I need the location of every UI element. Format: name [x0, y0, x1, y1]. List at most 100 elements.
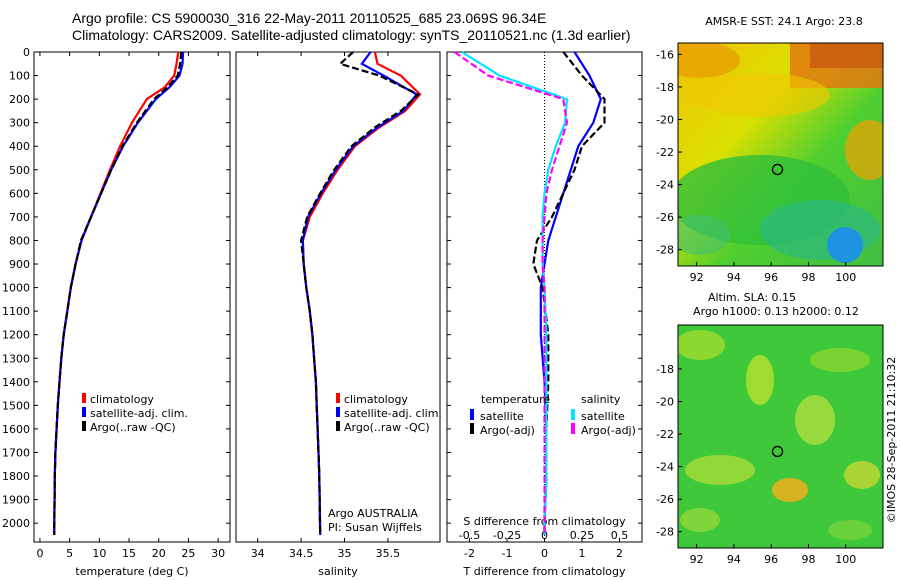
- temperature-xtick-label: 0: [36, 547, 43, 560]
- temperature-ytick-label: 300: [9, 117, 30, 130]
- difference-xtick-label: -2: [464, 547, 475, 560]
- sst-map-ytick-label: -26: [656, 211, 674, 224]
- salinity-annotation-line1: Argo AUSTRALIA: [328, 507, 418, 520]
- sst-map-xtick-label: 96: [764, 271, 778, 284]
- temperature-xtick-label: 10: [92, 547, 106, 560]
- temperature-legend-label: Argo(..raw -QC): [90, 421, 176, 434]
- temperature-ytick-label: 1600: [2, 423, 30, 436]
- temperature-ytick-label: 1700: [2, 446, 30, 459]
- difference-top-tick-label: -0.25: [493, 529, 521, 542]
- temperature-series-0: [53, 51, 180, 535]
- difference-legend-label: satellite: [581, 410, 625, 423]
- difference-legend-label: Argo(-adj): [480, 424, 535, 437]
- sst-map-xtick-label: 94: [727, 271, 741, 284]
- temperature-xlabel: temperature (deg C): [75, 565, 188, 578]
- difference-series-2: [461, 51, 569, 535]
- temperature-xtick-label: 20: [152, 547, 166, 560]
- difference-xtick-label: -1: [502, 547, 513, 560]
- temperature-xtick-label: 25: [181, 547, 195, 560]
- difference-top-tick-label: 0.25: [570, 529, 595, 542]
- salinity-xlabel: salinity: [318, 565, 358, 578]
- temperature-ytick-label: 900: [9, 258, 30, 271]
- salinity-legend-label: climatology: [344, 393, 408, 406]
- sla-map-ytick-label: -26: [656, 493, 674, 506]
- difference-xtick-label: 0: [541, 547, 548, 560]
- sla-map-xtick-label: 96: [764, 553, 778, 566]
- difference-legend-label: satellite: [480, 410, 524, 423]
- temperature-series-2: [53, 51, 183, 535]
- difference-xtick-label: 2: [616, 547, 623, 560]
- difference-series-0: [539, 51, 602, 535]
- salinity-xtick-label: 34.5: [289, 547, 314, 560]
- temperature-ytick-label: 200: [9, 93, 30, 106]
- sst-map-image: [678, 43, 883, 266]
- sst-map-ytick-label: -16: [656, 48, 674, 61]
- difference-top-tick-label: 0.5: [611, 529, 629, 542]
- temperature-ytick-label: 1800: [2, 470, 30, 483]
- salinity-legend-label: satellite-adj. clim.: [344, 407, 442, 420]
- credit-text: ©IMOS 28-Sep-2011 21:10:32: [885, 357, 898, 523]
- salinity-xtick-label: 35.5: [376, 547, 401, 560]
- temperature-ytick-label: 1200: [2, 329, 30, 342]
- sla-map-ytick-label: -28: [656, 526, 674, 539]
- difference-top-tick-label: -0.5: [459, 529, 480, 542]
- difference-xtick-label: 1: [579, 547, 586, 560]
- salinity-panel: 34 34.5 35 35.5 salinity climatologysatellite…: [235, 51, 442, 578]
- salinity-xtick-label: 35: [338, 547, 352, 560]
- salinity-series-1: [301, 51, 419, 535]
- difference-top-tick-label: 0: [541, 529, 548, 542]
- temperature-legend-label: satellite-adj. clim.: [90, 407, 188, 420]
- salinity-annotation-line2: PI: Susan Wijffels: [328, 521, 422, 534]
- sst-map-xtick-label: 98: [801, 271, 815, 284]
- sst-map-ytick-label: -18: [656, 81, 674, 94]
- sla-map-panel: 92 94 96 98 100 -18 -20 -22 -24 -26 -28 Altim. SLA:…: [656, 291, 884, 566]
- temperature-ytick-label: 1000: [2, 282, 30, 295]
- temperature-ytick-label: 500: [9, 164, 30, 177]
- sst-map-ytick-label: -22: [656, 146, 674, 159]
- temperature-ytick-label: 1900: [2, 494, 30, 507]
- temperature-xtick-label: 30: [211, 547, 225, 560]
- figure-subtitle: Climatology: CARS2009. Satellite-adjuste…: [72, 27, 631, 43]
- temperature-ytick-label: 100: [9, 70, 30, 83]
- temperature-ytick-label: 1400: [2, 376, 30, 389]
- salinity-series-2: [299, 51, 421, 535]
- sst-map-xtick-label: 92: [690, 271, 704, 284]
- temperature-ytick-label: 0: [23, 46, 30, 59]
- sla-map-xtick-label: 92: [690, 553, 704, 566]
- temperature-ytick-label: 400: [9, 140, 30, 153]
- difference-xlabel: T difference from climatology: [463, 565, 626, 578]
- sst-map-title: AMSR-E SST: 24.1 Argo: 23.8: [705, 15, 863, 28]
- sla-map-image: [678, 325, 883, 548]
- sla-map-xtick-label: 94: [727, 553, 741, 566]
- salinity-frame: [235, 51, 441, 543]
- difference-legend-label: Argo(-adj): [581, 424, 636, 437]
- temperature-ytick-label: 2000: [2, 517, 30, 530]
- temperature-ytick-label: 1500: [2, 399, 30, 412]
- temperature-frame: [33, 51, 231, 543]
- salinity-series-0: [301, 51, 422, 535]
- sla-map-xtick-label: 100: [835, 553, 856, 566]
- temperature-ytick-label: 1300: [2, 352, 30, 365]
- sst-map-xtick-label: 100: [835, 271, 856, 284]
- temperature-legend-label: climatology: [90, 393, 154, 406]
- sst-map-ytick-label: -20: [656, 114, 674, 127]
- temperature-ytick-label: 600: [9, 187, 30, 200]
- temperature-xtick-label: 5: [66, 547, 73, 560]
- temperature-xtick-label: 15: [122, 547, 136, 560]
- sla-map-argo-marker: [771, 445, 784, 458]
- sla-map-ytick-label: -22: [656, 428, 674, 441]
- temperature-panel: 0100200300400500600700800900100011001200…: [2, 46, 231, 578]
- sla-map-ytick-label: -20: [656, 396, 674, 409]
- sla-map-title: Altim. SLA: 0.15: [708, 291, 796, 304]
- temperature-series-1: [53, 51, 185, 535]
- sst-map-ytick-label: -24: [656, 179, 674, 192]
- difference-panel: -2 -1 0 1 2-0.5 -0.25 0 0.25 0.5S difference fro…: [446, 51, 643, 578]
- temperature-ytick-label: 700: [9, 211, 30, 224]
- sst-map-argo-marker: [771, 163, 784, 176]
- sla-map-frame: [677, 324, 884, 549]
- sla-map-ytick-label: -18: [656, 363, 674, 376]
- difference-series-3: [453, 51, 569, 535]
- sst-map-ytick-label: -28: [656, 244, 674, 257]
- sla-map-ytick-label: -24: [656, 461, 674, 474]
